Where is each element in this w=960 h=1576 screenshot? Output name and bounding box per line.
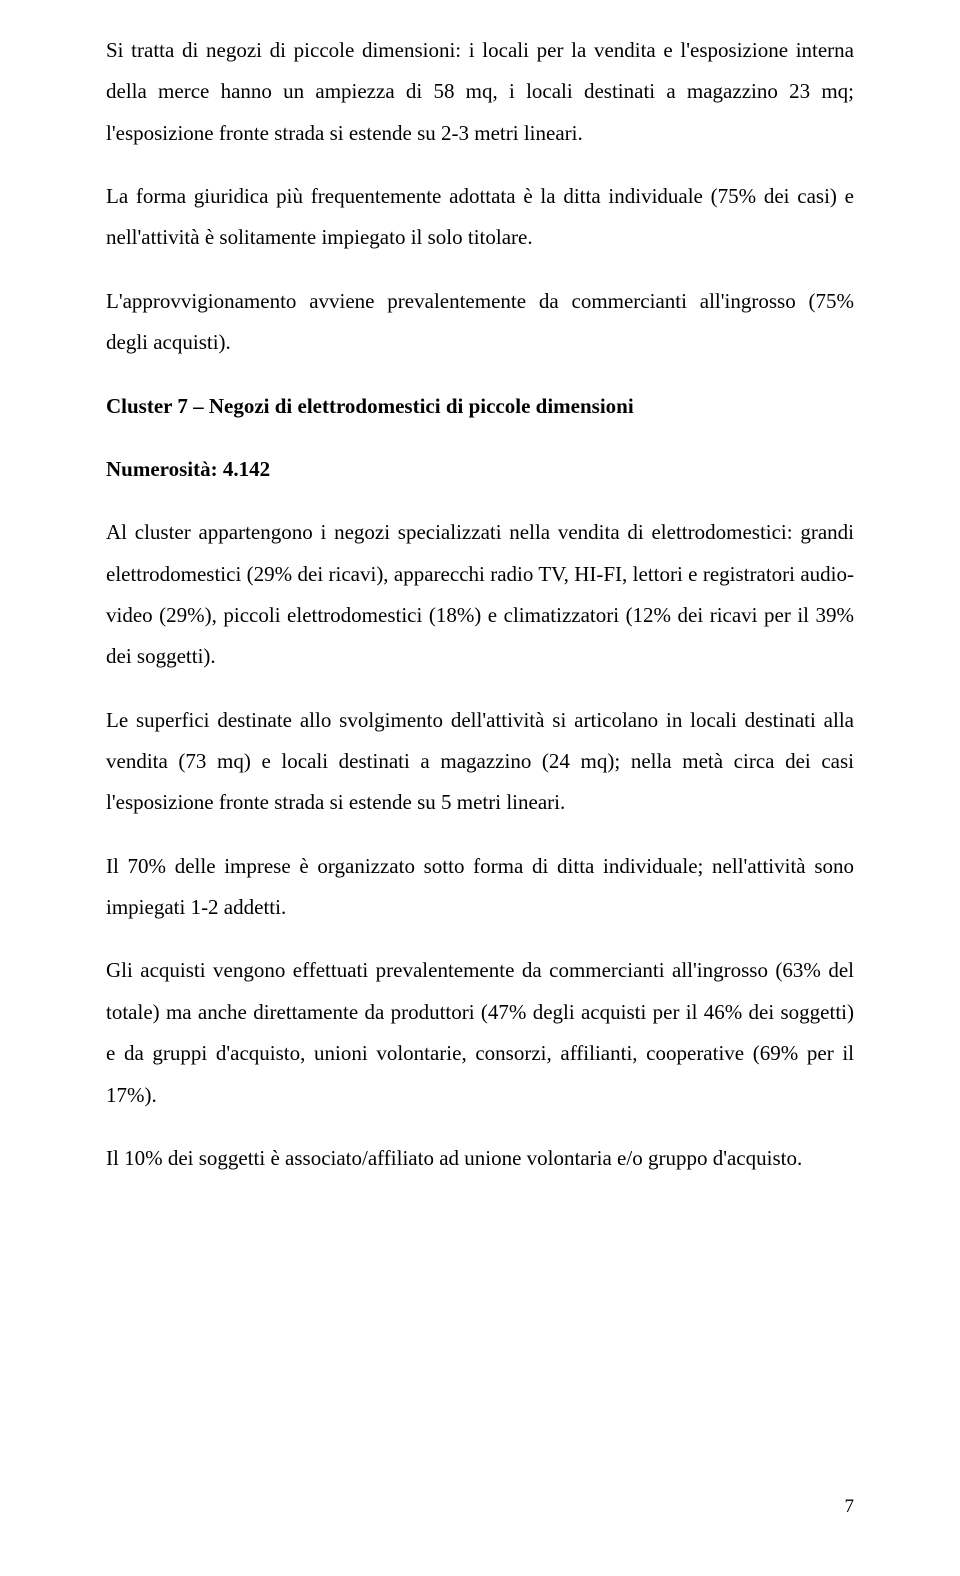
document-page: Si tratta di negozi di piccole dimension… <box>0 0 960 1576</box>
paragraph-4: Al cluster appartengono i negozi special… <box>106 512 854 677</box>
paragraph-7: Gli acquisti vengono effettuati prevalen… <box>106 950 854 1115</box>
paragraph-6: Il 70% delle imprese è organizzato sotto… <box>106 846 854 929</box>
paragraph-3: L'approvvigionamento avviene prevalentem… <box>106 281 854 364</box>
numerosita-label: Numerosità: 4.142 <box>106 449 854 490</box>
cluster-heading: Cluster 7 – Negozi di elettrodomestici d… <box>106 386 854 427</box>
paragraph-2: La forma giuridica più frequentemente ad… <box>106 176 854 259</box>
page-number: 7 <box>845 1496 855 1518</box>
paragraph-5: Le superfici destinate allo svolgimento … <box>106 700 854 824</box>
paragraph-1: Si tratta di negozi di piccole dimension… <box>106 30 854 154</box>
paragraph-8: Il 10% dei soggetti è associato/affiliat… <box>106 1138 854 1179</box>
